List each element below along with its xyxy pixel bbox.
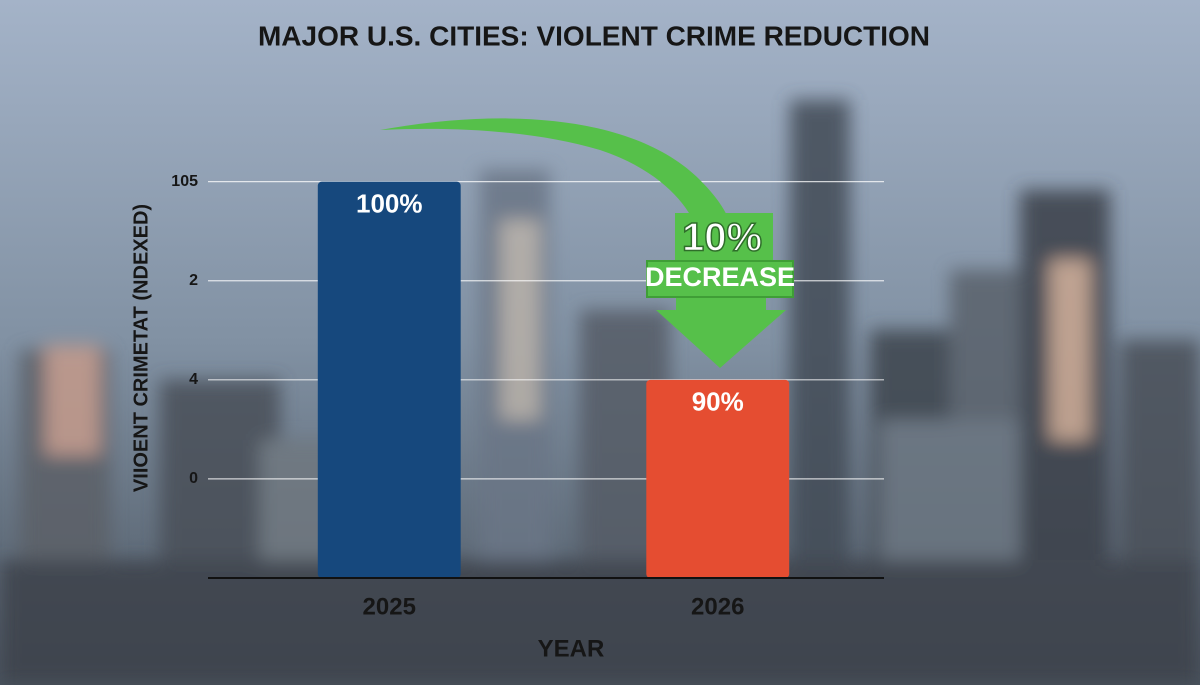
bar-value-label: 100% (356, 189, 423, 219)
y-tick-label: 2 (189, 272, 198, 289)
bar (646, 379, 790, 578)
x-tick-label: 2026 (691, 593, 744, 620)
y-tick-label: 0 (189, 470, 198, 487)
chart-title: MAJOR U.S. CITIES: VIOLENT CRIME REDUCTI… (258, 20, 930, 51)
y-tick-label: 4 (189, 371, 198, 388)
x-axis-label: YEAR (538, 635, 605, 662)
annotation-percent: 10% (682, 216, 762, 260)
y-tick-label: 105 (171, 173, 198, 190)
city-skyline (0, 100, 1200, 685)
bar (317, 181, 461, 579)
y-axis-label: VIIOENT CRIMETAT (NDEXED) (130, 204, 152, 492)
decrease-arrow (380, 118, 794, 368)
x-tick-label: 2025 (363, 593, 416, 620)
plot: 105 2 4 0 2025 100% 2026 90% (171, 173, 884, 620)
annotation-text: DECREASE (645, 262, 795, 292)
bar-value-label: 90% (692, 387, 744, 417)
